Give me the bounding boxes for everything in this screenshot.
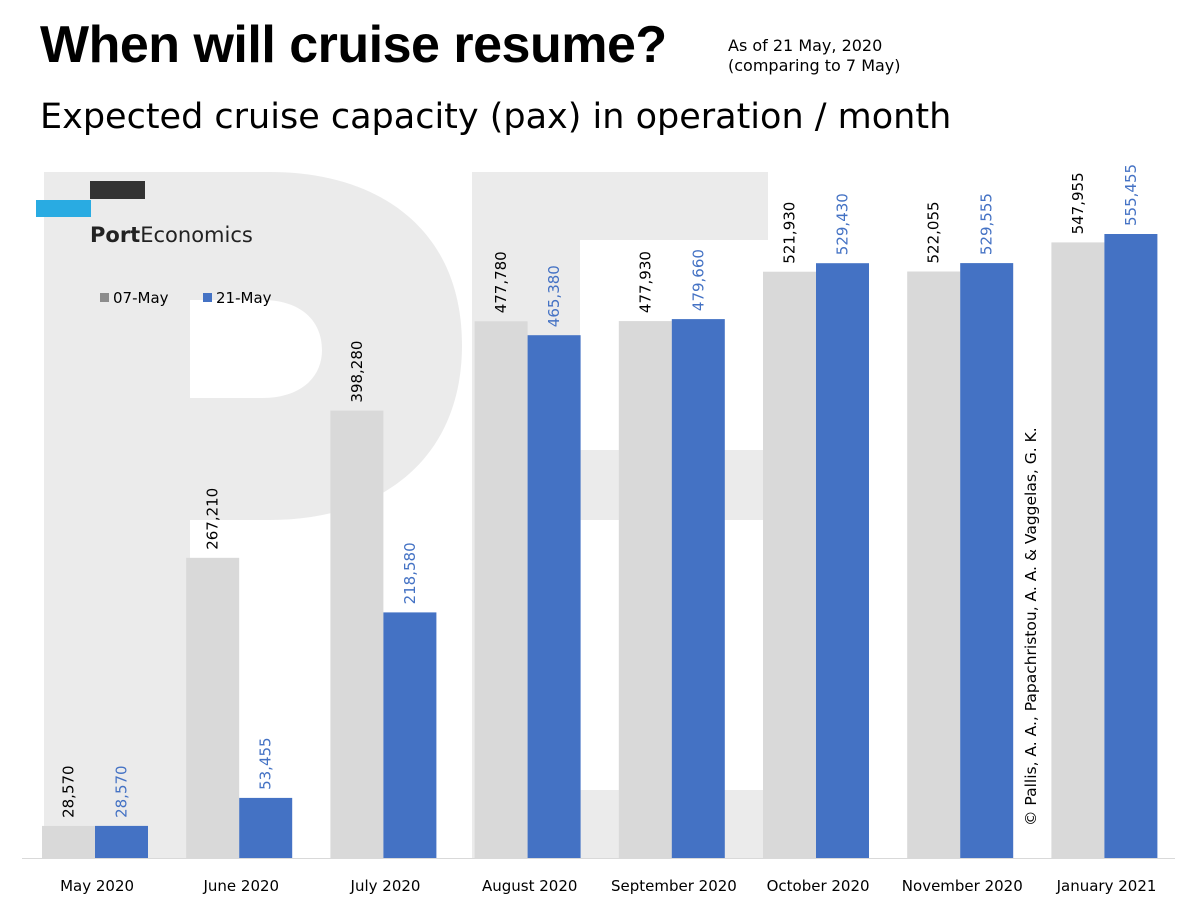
data-label-07-may: 477,930 — [636, 251, 654, 313]
bar-07-may — [907, 271, 961, 858]
logo-text-regular: Economics — [140, 223, 253, 247]
x-tick-label: January 2021 — [1056, 877, 1157, 895]
bar-21-may — [816, 263, 869, 858]
value-labels: 28,570 28,570 267,210 53,455 398,280 218,580 4… — [60, 164, 1140, 818]
legend-label-21-may: 21-May — [216, 289, 272, 307]
bar-21-may — [527, 335, 581, 858]
bar-21-may — [960, 263, 1014, 859]
bar-21-may — [383, 612, 437, 858]
data-label-21-may: 28,570 — [113, 765, 131, 818]
as-of-note: As of 21 May, 2020 (comparing to 7 May) — [728, 36, 901, 76]
data-label-21-may: 529,555 — [978, 193, 996, 255]
legend-swatch-21-may — [203, 293, 212, 302]
bar-21-may — [95, 825, 148, 858]
logo-text-bold: Port — [90, 223, 140, 247]
as-of-line-2: (comparing to 7 May) — [728, 56, 901, 75]
bar-21-may — [239, 797, 293, 858]
data-label-07-may: 267,210 — [204, 488, 222, 550]
legend-swatch-07-may — [100, 293, 109, 302]
bar-07-may — [1051, 242, 1105, 858]
legend: 07-May 21-May — [100, 289, 272, 307]
data-label-07-may: 477,780 — [492, 251, 510, 313]
bars — [42, 234, 1158, 859]
category-labels: May 2020 June 2020 July 2020 August 2020 Sep… — [60, 877, 1156, 895]
chart-title: When will cruise resume? — [40, 16, 667, 74]
port-economics-logo: PortEconomics — [36, 181, 253, 247]
data-label-21-may: 529,430 — [834, 193, 852, 255]
data-label-21-may: 479,660 — [689, 249, 707, 311]
data-label-07-may: 521,930 — [781, 202, 799, 264]
data-label-21-may: 555,455 — [1122, 164, 1140, 226]
x-tick-label: July 2020 — [350, 877, 421, 895]
chart-subtitle: Expected cruise capacity (pax) in operat… — [40, 97, 952, 137]
x-tick-label: June 2020 — [202, 877, 279, 895]
bar-07-may — [763, 271, 816, 858]
bar-07-may — [474, 321, 528, 858]
as-of-line-1: As of 21 May, 2020 — [728, 36, 883, 55]
data-label-21-may: 218,580 — [401, 542, 419, 604]
x-tick-label: May 2020 — [60, 877, 134, 895]
bar-21-may — [1104, 234, 1158, 858]
x-tick-label: October 2020 — [767, 877, 870, 895]
copyright-credit: © Pallis, A. A., Papachristou, A. A. & V… — [1022, 427, 1040, 826]
x-tick-label: September 2020 — [611, 877, 737, 895]
bar-07-may — [618, 321, 672, 859]
data-label-21-may: 465,380 — [545, 265, 563, 327]
logo-blue-bar — [36, 200, 91, 217]
legend-label-07-may: 07-May — [113, 289, 169, 307]
svg-text:PortEconomics: PortEconomics — [90, 223, 253, 247]
bar-21-may — [671, 319, 725, 859]
logo-dark-bar — [90, 181, 145, 199]
data-label-07-may: 522,055 — [925, 201, 943, 263]
data-label-07-may: 547,955 — [1069, 172, 1087, 234]
bar-07-may — [42, 825, 95, 858]
data-label-07-may: 398,280 — [348, 341, 366, 403]
data-label-21-may: 53,455 — [257, 737, 275, 790]
bar-07-may — [330, 410, 384, 858]
data-label-07-may: 28,570 — [60, 765, 78, 818]
bar-07-may — [186, 557, 240, 858]
x-tick-label: November 2020 — [902, 877, 1023, 895]
x-tick-label: August 2020 — [482, 877, 577, 895]
